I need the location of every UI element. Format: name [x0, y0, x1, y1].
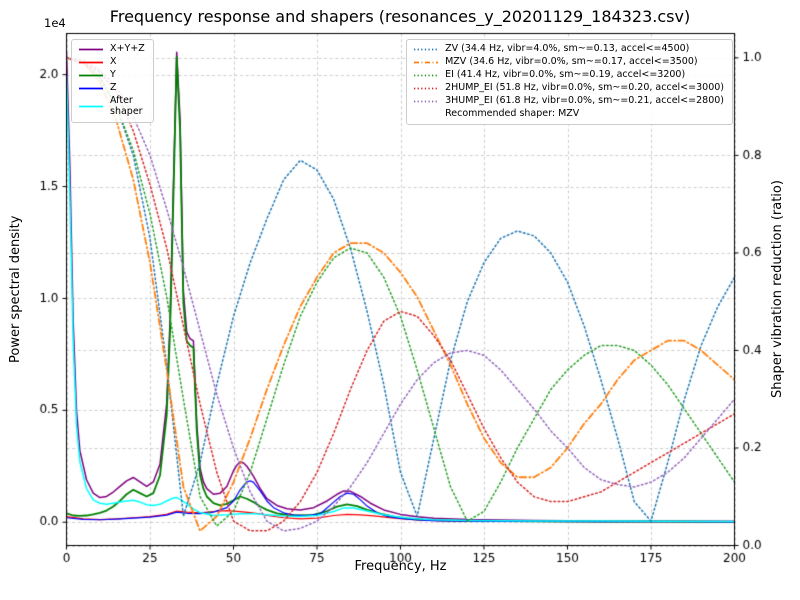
shaper-zv-line-swatch — [414, 48, 439, 51]
y-axis-offset-text: 1e4 — [44, 16, 66, 30]
legend-shaper-2hump-ei: 2HUMP_EI (51.8 Hz, vibr=0.0%, sm~=0.20, … — [413, 82, 724, 94]
legend-shapers: ZV (34.4 Hz, vibr=4.0%, sm~=0.13, accel<… — [406, 39, 733, 125]
legend-label: Z — [110, 82, 117, 94]
legend-psd-z: Z — [78, 82, 145, 94]
legend-psd-sum: X+Y+Z — [78, 43, 145, 55]
psd-x-line-swatch — [79, 61, 103, 64]
legend-label: 3HUMP_EI (61.8 Hz, vibr=0.0%, sm~=0.21, … — [445, 95, 724, 107]
y-axis-left-label: Power spectral density — [8, 215, 23, 363]
recommended-shaper-note: Recommended shaper: MZV — [413, 108, 724, 120]
shaper-3hump-ei-line-swatch — [414, 100, 439, 103]
shaper-2hump-ei-line-swatch — [414, 87, 439, 90]
legend-label: 2HUMP_EI (51.8 Hz, vibr=0.0%, sm~=0.20, … — [445, 82, 724, 94]
legend-label: After shaper — [110, 95, 143, 117]
legend-label: MZV (34.6 Hz, vibr=0.0%, sm~=0.17, accel… — [445, 56, 698, 68]
legend-label: X+Y+Z — [110, 43, 145, 55]
legend-psd-y: Y — [78, 69, 145, 81]
legend-shaper-zv: ZV (34.4 Hz, vibr=4.0%, sm~=0.13, accel<… — [413, 43, 724, 55]
legend-psd-x: X — [78, 56, 145, 68]
legend-psd-after-shaper: After shaper — [78, 95, 145, 118]
legend-shaper-mzv: MZV (34.6 Hz, vibr=0.0%, sm~=0.17, accel… — [413, 56, 724, 68]
legend-shaper-3hump-ei: 3HUMP_EI (61.8 Hz, vibr=0.0%, sm~=0.21, … — [413, 95, 724, 107]
legend-label: EI (41.4 Hz, vibr=0.0%, sm~=0.19, accel<… — [445, 69, 686, 81]
legend-label: ZV (34.4 Hz, vibr=4.0%, sm~=0.13, accel<… — [445, 43, 690, 55]
legend-psd: X+Y+Z X Y Z After shaper — [71, 39, 154, 123]
psd-after-shaper-line-swatch — [79, 106, 103, 108]
chart-title: Frequency response and shapers (resonanc… — [109, 7, 691, 26]
legend-label: Y — [110, 69, 116, 81]
shaper-mzv-line-swatch — [414, 61, 439, 64]
x-axis-label: Frequency, Hz — [354, 559, 447, 574]
legend-label: X — [110, 56, 117, 68]
recommended-shaper-text: Recommended shaper: MZV — [445, 108, 580, 119]
psd-y-line-swatch — [79, 74, 103, 77]
shaper-ei-line-swatch — [414, 74, 439, 77]
psd-z-line-swatch — [79, 87, 103, 90]
psd-sum-line-swatch — [79, 48, 103, 51]
y-axis-right-label: Shaper vibration reduction (ratio) — [770, 180, 785, 398]
legend-shaper-ei: EI (41.4 Hz, vibr=0.0%, sm~=0.19, accel<… — [413, 69, 724, 81]
